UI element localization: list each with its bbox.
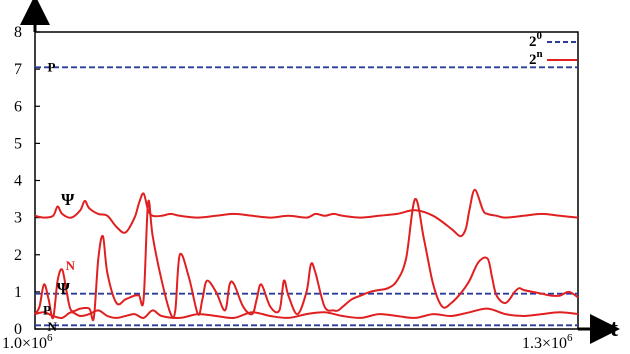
annotation-label: P xyxy=(43,302,51,317)
y-tick-label: 4 xyxy=(14,173,22,190)
plot-frame xyxy=(34,31,579,330)
y-tick-label: 6 xyxy=(14,98,22,115)
series-line-psi-2-n xyxy=(34,188,579,238)
x-tick-label-end: 1.3×106 xyxy=(522,332,573,352)
annotation-label: N xyxy=(48,319,58,334)
y-tick-label: 2 xyxy=(14,247,22,264)
x-axis-label: t xyxy=(610,316,618,342)
legend-label-2-0: 20 xyxy=(529,30,543,50)
y-tick-label: 8 xyxy=(14,24,22,41)
y-tick-label: 1 xyxy=(14,284,22,301)
series-layer xyxy=(34,66,579,327)
annotation-label: Ψ xyxy=(61,190,75,209)
y-tick-label: 3 xyxy=(14,210,22,227)
legend-label-2-n: 2n xyxy=(529,48,543,68)
y-tick-label: 0 xyxy=(14,321,22,338)
y-tick-label: 7 xyxy=(14,61,22,78)
annotation-label: N xyxy=(66,258,76,273)
legend: 20 2n xyxy=(529,30,577,68)
series-line-n-2-n xyxy=(34,198,579,322)
annotation-label: Ψ xyxy=(57,279,71,298)
y-tick-group: 0 1 2 3 4 5 6 7 8 xyxy=(14,24,40,338)
series-line-p-2-n xyxy=(34,307,579,320)
y-tick-label: 5 xyxy=(14,135,22,152)
annotation-label: P xyxy=(48,59,56,74)
x-tick-label-start: 1.0×106 xyxy=(2,332,53,352)
